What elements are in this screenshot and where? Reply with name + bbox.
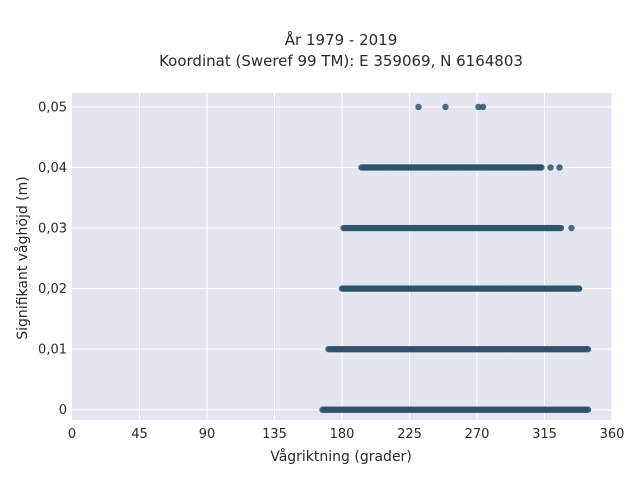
x-tick-label: 0 bbox=[68, 427, 76, 442]
x-tick-label: 90 bbox=[199, 427, 216, 442]
data-point-outlier bbox=[415, 103, 422, 111]
x-axis-label: Vågriktning (grader) bbox=[270, 448, 412, 465]
y-tick-labels: 0 0,01 0,02 0,03 0,04 0,05 bbox=[38, 100, 67, 418]
y-tick-label: 0,05 bbox=[38, 100, 67, 115]
data-point-outlier bbox=[442, 103, 449, 111]
x-tick-label: 315 bbox=[532, 427, 557, 442]
x-tick-label: 135 bbox=[262, 427, 287, 442]
y-axis-label: Signifikant våghöjd (m) bbox=[14, 176, 31, 339]
data-point-outlier bbox=[568, 224, 575, 232]
x-tick-label: 45 bbox=[131, 427, 148, 442]
data-point-outlier bbox=[547, 164, 554, 171]
data-point-band-0 bbox=[584, 406, 592, 413]
x-tick-label: 225 bbox=[397, 427, 422, 442]
y-tick-label: 0,04 bbox=[38, 161, 67, 176]
data-points bbox=[319, 103, 592, 413]
data-point-band-4 bbox=[538, 164, 545, 171]
chart-title-line2: Koordinat (Sweref 99 TM): E 359069, N 61… bbox=[159, 52, 523, 70]
y-tick-label: 0,01 bbox=[38, 343, 67, 358]
x-tick-label: 180 bbox=[330, 427, 355, 442]
y-tick-label: 0 bbox=[59, 403, 67, 418]
data-point-outlier bbox=[479, 103, 487, 111]
data-point-band-3 bbox=[557, 224, 565, 232]
x-tick-label: 270 bbox=[465, 427, 490, 442]
data-point-outlier bbox=[575, 285, 583, 292]
y-tick-label: 0,03 bbox=[38, 222, 67, 237]
data-point-outlier bbox=[556, 164, 563, 171]
data-point-outlier bbox=[475, 103, 482, 111]
data-point-band-1 bbox=[584, 345, 592, 353]
x-tick-labels: 0 45 90 135 180 225 270 315 360 bbox=[68, 427, 625, 442]
x-tick-label: 360 bbox=[600, 427, 625, 442]
chart-title-line1: År 1979 - 2019 bbox=[285, 30, 398, 49]
y-tick-label: 0,02 bbox=[38, 282, 67, 297]
